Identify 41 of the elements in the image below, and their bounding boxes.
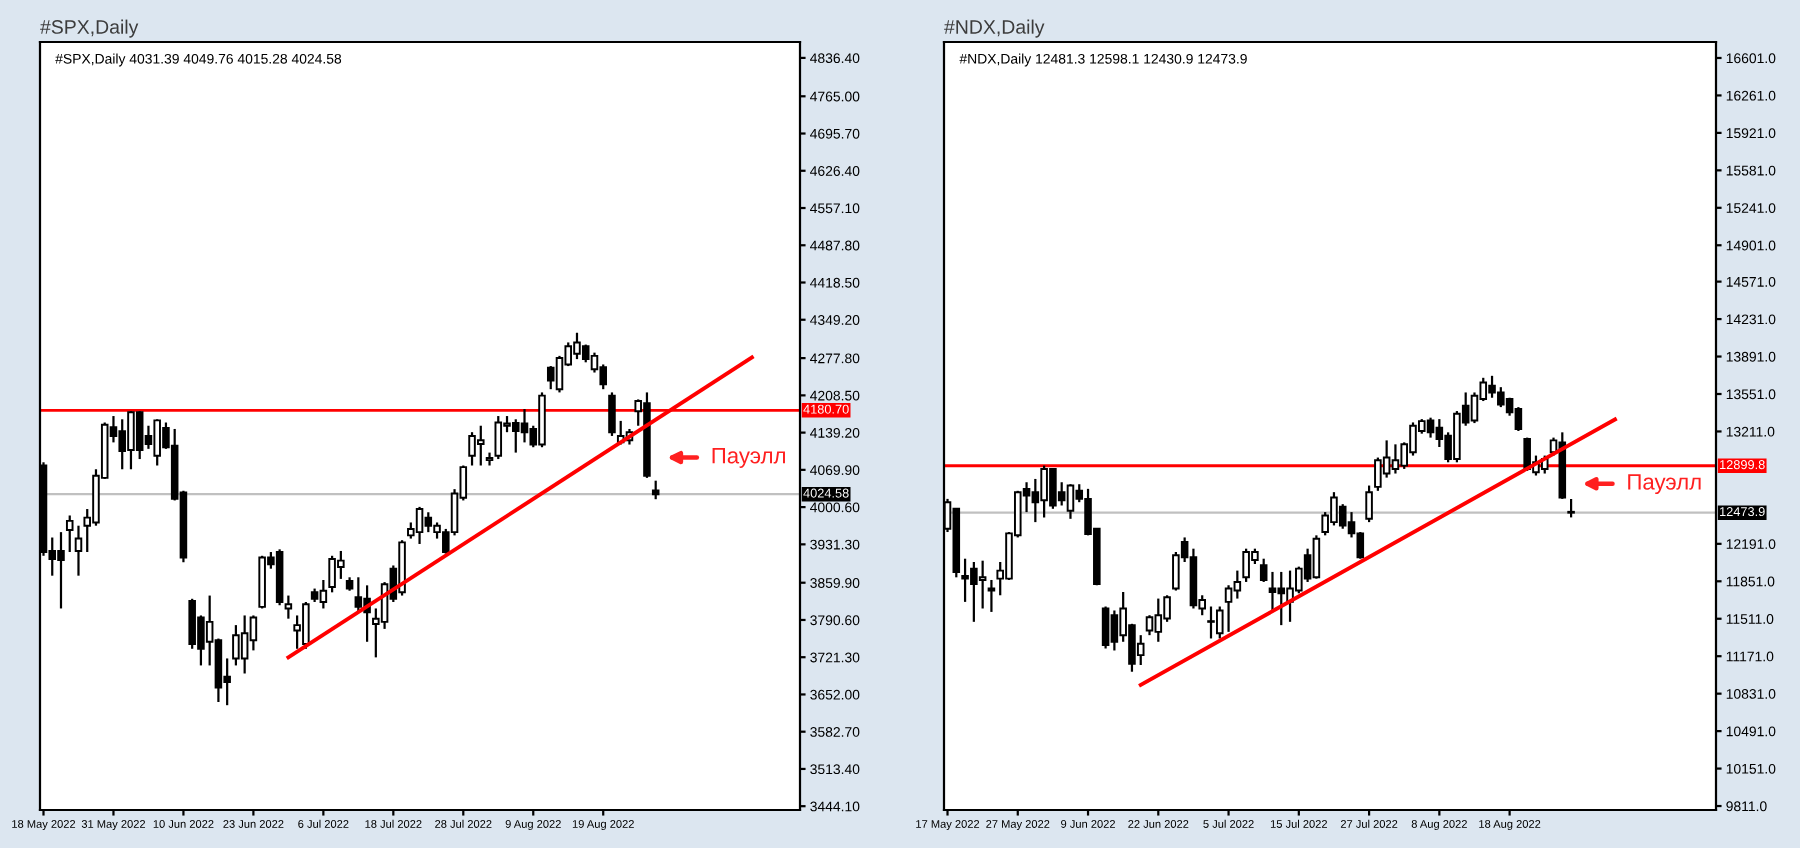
candlestick	[1426, 416, 1435, 439]
chart-title: #SPX,Daily	[40, 19, 139, 38]
candlestick	[319, 578, 328, 610]
candlestick	[1233, 569, 1242, 600]
candlestick	[978, 559, 987, 610]
candlestick	[1514, 406, 1523, 433]
candlestick	[485, 451, 494, 467]
candlestick	[240, 614, 249, 675]
candlestick	[1374, 456, 1382, 492]
candlestick	[1567, 497, 1575, 519]
candlestick	[1189, 547, 1198, 610]
annotation: Пауэлл	[712, 448, 785, 468]
candlestick	[987, 578, 996, 614]
candlestick	[74, 524, 83, 577]
candlestick	[1110, 609, 1119, 652]
candlestick	[135, 410, 144, 461]
candlestick	[1224, 584, 1233, 633]
candlestick	[1259, 557, 1268, 584]
candlestick	[1338, 503, 1347, 530]
candlestick	[1277, 570, 1286, 627]
chart-title: #NDX,Daily	[944, 19, 1045, 38]
candlestick	[415, 505, 424, 546]
candlestick	[284, 594, 293, 620]
candlestick	[1312, 534, 1321, 580]
candlestick	[520, 407, 529, 444]
candlestick	[232, 624, 240, 667]
candlestick	[1365, 484, 1373, 524]
candlestick	[1145, 614, 1154, 637]
candlestick	[608, 391, 616, 438]
candlestick	[651, 479, 660, 501]
candlestick	[1101, 605, 1110, 650]
candlestick	[1391, 443, 1400, 475]
annotation: Пауэлл	[1628, 474, 1701, 495]
candlestick	[1154, 597, 1163, 643]
candlestick	[424, 511, 433, 534]
candlestick	[354, 576, 363, 614]
candlestick	[546, 364, 555, 391]
candlestick	[249, 614, 258, 652]
candlestick	[494, 414, 503, 461]
candlestick	[1268, 570, 1277, 614]
candlestick	[1066, 483, 1075, 520]
